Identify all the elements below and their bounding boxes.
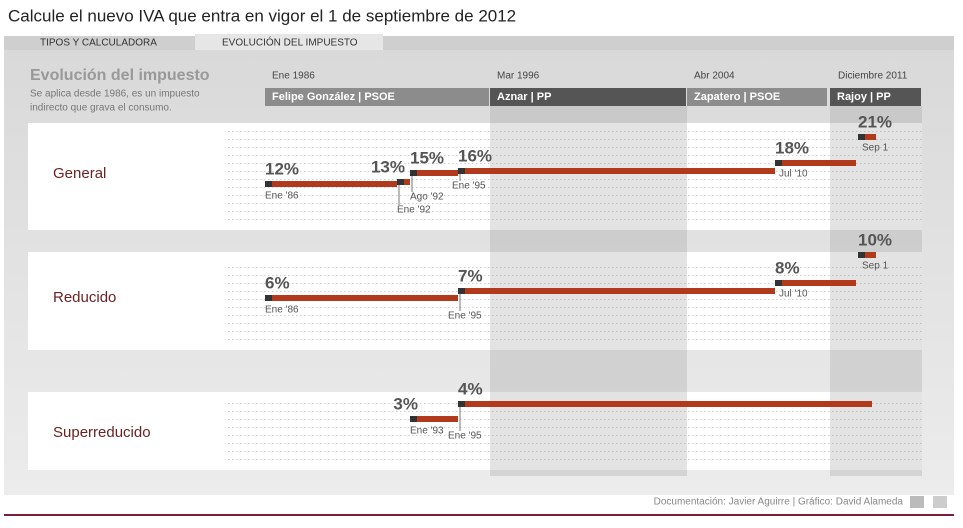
period-label: Rajoy | PP bbox=[837, 91, 891, 103]
rate-bar bbox=[775, 160, 856, 166]
rate-start bbox=[775, 160, 782, 166]
footer: Documentación: Javier Aguirre | Gráfico:… bbox=[654, 497, 904, 508]
date-label: Jul '10 bbox=[779, 289, 808, 300]
rate-label: 10% bbox=[858, 230, 892, 249]
date-label: Ene '86 bbox=[265, 305, 299, 316]
rate-bar bbox=[858, 252, 876, 258]
period-start: Diciembre 2011 bbox=[838, 71, 908, 82]
period-start: Ene 1986 bbox=[272, 71, 315, 82]
description: indirecto que grava el consumo. bbox=[30, 103, 172, 114]
rate-start bbox=[458, 401, 465, 407]
period-label: Aznar | PP bbox=[497, 91, 551, 103]
rate-label: 18% bbox=[775, 138, 809, 157]
period-label: Felipe González | PSOE bbox=[272, 91, 395, 103]
rate-start bbox=[458, 168, 465, 174]
period-bar bbox=[490, 88, 686, 106]
dot-grid bbox=[225, 131, 922, 222]
rate-label: 21% bbox=[858, 112, 892, 131]
date-label: Ene '95 bbox=[448, 431, 482, 442]
rate-label: 15% bbox=[410, 148, 444, 167]
tab-active[interactable] bbox=[195, 34, 383, 50]
tab[interactable]: TIPOS Y CALCULADORA bbox=[40, 38, 157, 49]
rate-start bbox=[265, 295, 272, 301]
date-label: Ene '95 bbox=[448, 311, 482, 322]
tab[interactable]: EVOLUCIÓN DEL IMPUESTO bbox=[222, 36, 358, 49]
rate-label: 6% bbox=[265, 273, 290, 292]
rate-start bbox=[858, 252, 865, 258]
rate-label: 16% bbox=[458, 146, 492, 165]
rate-start bbox=[410, 170, 417, 176]
rate-bar bbox=[775, 280, 856, 286]
rate-start bbox=[265, 181, 272, 187]
date-label: Ene '92 bbox=[397, 205, 431, 216]
rate-bar bbox=[265, 181, 397, 187]
date-label: Ene '95 bbox=[452, 181, 486, 192]
rate-bar bbox=[410, 416, 458, 422]
period-start: Mar 1996 bbox=[497, 71, 540, 82]
period-bar bbox=[830, 88, 921, 106]
rate-start bbox=[458, 288, 465, 294]
rate-bar bbox=[265, 295, 458, 301]
date-label: Jul '10 bbox=[779, 169, 808, 180]
rate-bar bbox=[458, 288, 775, 294]
period-shade bbox=[830, 106, 922, 476]
section-title: Evolución del impuesto bbox=[30, 67, 210, 84]
period-bar bbox=[687, 88, 827, 106]
bottom-rule bbox=[4, 514, 954, 516]
description: Se aplica desde 1986, es un impuesto bbox=[30, 89, 200, 100]
rate-label: 7% bbox=[458, 266, 483, 285]
period-start: Abr 2004 bbox=[694, 71, 735, 82]
row-name: General bbox=[53, 165, 106, 182]
date-label: Ene '93 bbox=[410, 426, 444, 437]
period-label: Zapatero | PSOE bbox=[694, 91, 780, 103]
date-label: Sep 1 bbox=[862, 143, 889, 154]
zoom-in[interactable] bbox=[933, 496, 947, 508]
page-title: Calcule el nuevo IVA que entra en vigor … bbox=[8, 6, 516, 25]
date-label: Ago '92 bbox=[410, 192, 444, 203]
rate-start bbox=[410, 416, 417, 422]
rate-bar bbox=[458, 401, 872, 407]
rate-label: 12% bbox=[265, 159, 299, 178]
dot-grid bbox=[225, 400, 922, 462]
rate-start bbox=[858, 134, 865, 140]
rate-bar bbox=[858, 134, 876, 140]
period-bar bbox=[265, 88, 489, 106]
zoom-out[interactable] bbox=[910, 496, 924, 508]
rate-label: 3% bbox=[393, 394, 418, 413]
date-label: Sep 1 bbox=[862, 261, 889, 272]
rate-label: 8% bbox=[775, 258, 800, 277]
date-label: Ene '86 bbox=[265, 191, 299, 202]
row-name: Reducido bbox=[53, 289, 116, 306]
rate-start bbox=[775, 280, 782, 286]
rate-label: 13% bbox=[371, 157, 405, 176]
rate-bar bbox=[410, 170, 458, 176]
rate-start bbox=[397, 179, 404, 185]
rate-label: 4% bbox=[458, 379, 483, 398]
rate-bar bbox=[458, 168, 775, 174]
row-name: Superreducido bbox=[53, 424, 151, 441]
